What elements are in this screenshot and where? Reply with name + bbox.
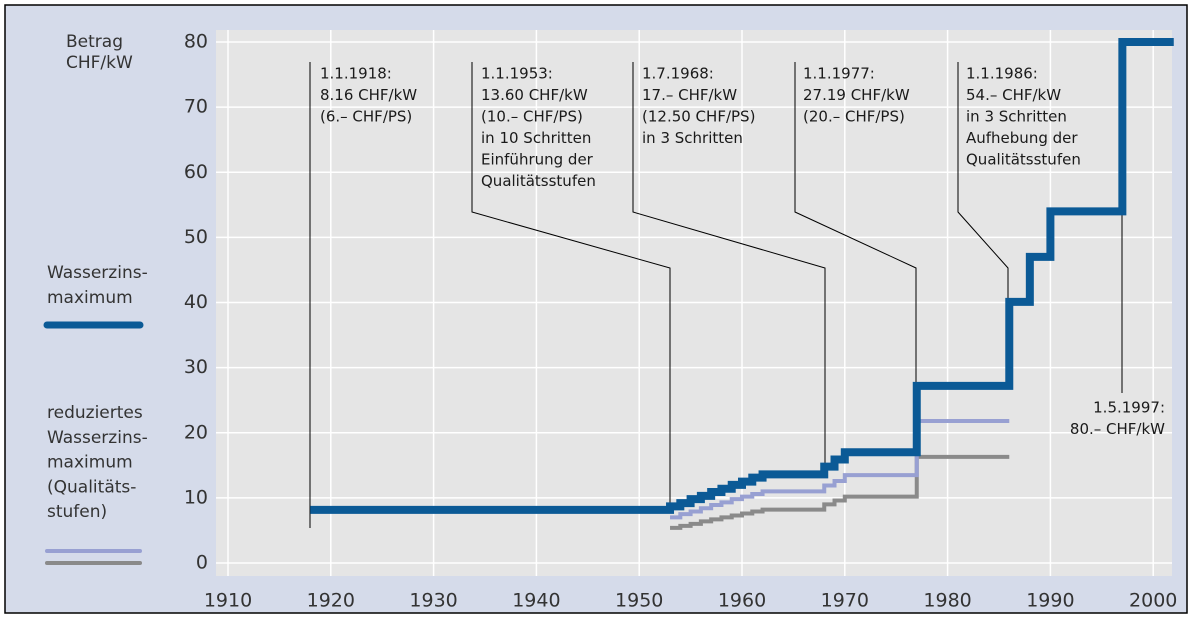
y-tick-label: 50 [184,226,208,248]
y-tick-label: 80 [184,31,208,53]
y-tick-label: 30 [184,356,208,378]
y-tick-label: 10 [184,486,208,508]
annotation: 1.1.1953: [481,65,553,83]
x-tick-label: 1970 [821,590,869,612]
x-tick-label: 1930 [409,590,457,612]
x-tick-label: 1910 [204,590,252,612]
leader-line [794,62,917,385]
x-tick-label: 1940 [512,590,560,612]
y-tick-label: 70 [184,96,208,118]
x-tick-label: 2000 [1129,590,1177,612]
step-line [310,38,1174,514]
x-tick-label: 1960 [718,590,766,612]
y-tick-label: 20 [184,421,208,443]
legend-label: Wasserzins-maximum [47,263,148,308]
annotation: in 3 Schritten [966,108,1067,126]
y-tick-label: 0 [196,552,208,574]
annotation: 80.– CHF/kW [1070,420,1165,438]
annotation: 1.5.1997: [1093,399,1165,417]
annotation: 13.60 CHF/kW [481,86,588,104]
y-axis-label: CHF/kW [66,53,133,73]
annotation: (6.– CHF/PS) [320,108,412,126]
annotation: 1.1.1977: [803,65,875,83]
step-line [670,454,1010,530]
leader-line [471,62,671,505]
annotation: (12.50 CHF/PS) [642,108,755,126]
annotation: in 3 Schritten [642,129,743,147]
annotation: Aufhebung der [966,129,1078,147]
leader-line [632,62,826,470]
annotation: Qualitätsstufen [481,172,596,190]
x-tick-label: 1990 [1026,590,1074,612]
y-axis-label: Betrag [66,32,123,52]
legend-label: reduziertes Wasserzins-maximum (Qualitäts-… [47,403,148,522]
annotation: 1.1.1986: [966,65,1038,83]
annotation: (10.– CHF/PS) [481,108,583,126]
annotation: (20.– CHF/PS) [803,108,905,126]
annotation: Qualitätsstufen [966,151,1081,169]
annotation: in 10 Schritten [481,129,591,147]
y-tick-label: 40 [184,291,208,313]
leader-line [957,62,1009,298]
annotation: 8.16 CHF/kW [320,86,417,104]
x-tick-label: 1980 [923,590,971,612]
annotation: 54.– CHF/kW [966,86,1061,104]
annotation: 27.19 CHF/kW [803,86,910,104]
annotation: 1.7.1968: [642,65,714,83]
annotation: 1.1.1918: [320,65,392,83]
x-tick-label: 1920 [307,590,355,612]
annotation: 17.– CHF/kW [642,86,737,104]
y-tick-label: 60 [184,161,208,183]
step-line [670,419,1010,520]
annotation: Einführung der [481,151,594,169]
x-tick-label: 1950 [615,590,663,612]
